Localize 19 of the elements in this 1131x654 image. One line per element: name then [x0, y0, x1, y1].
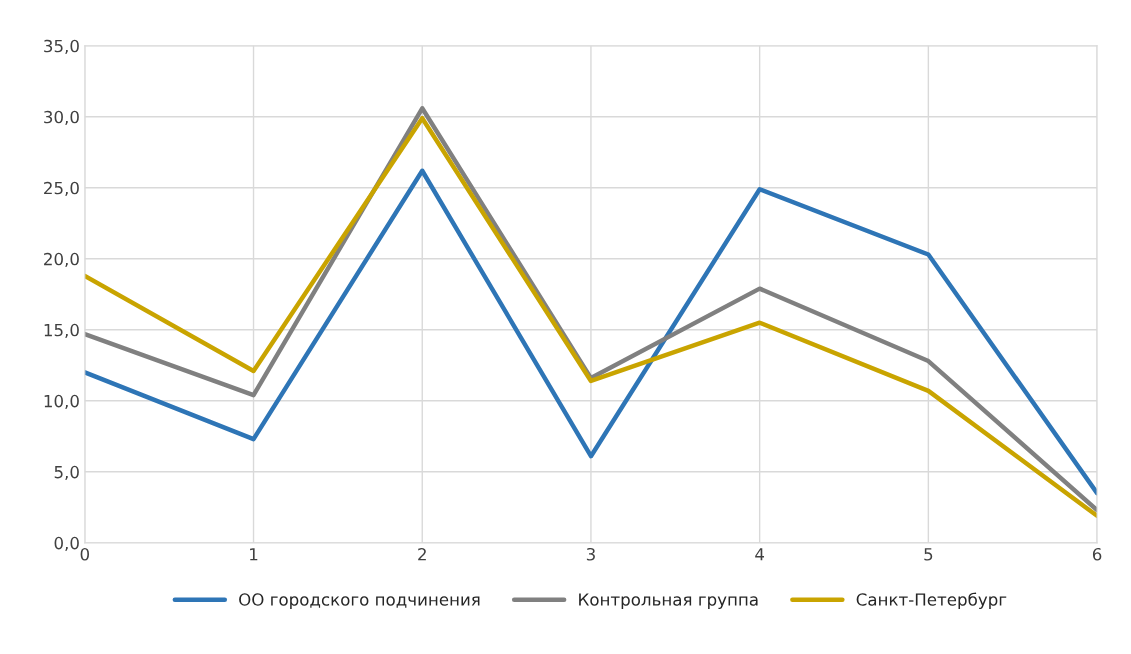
- x-tick-label: 5: [924, 548, 933, 561]
- x-tick-label: 2: [418, 547, 426, 561]
- legend-label: Контрольная группа: [579, 593, 758, 610]
- y-tick-label: 15,0: [44, 323, 79, 339]
- y-tick-label: 20,0: [44, 252, 79, 268]
- y-tick-label: 0,0: [54, 536, 79, 552]
- y-tick-label: 25,0: [44, 181, 79, 197]
- x-tick-label: 3: [586, 547, 595, 561]
- x-tick-label: 6: [1092, 547, 1102, 561]
- legend-label: ОО городского подчинения: [239, 593, 480, 610]
- y-tick-label: 35,0: [44, 39, 79, 55]
- y-tick-label: 30,0: [44, 110, 79, 126]
- x-tick-label: 0: [80, 547, 90, 561]
- y-tick-label: 10,0: [44, 394, 79, 410]
- legend-label: Санкт-Петербург: [856, 592, 1007, 610]
- line-series: [84, 168, 1098, 496]
- x-tick-label: 4: [755, 548, 765, 561]
- x-tick-label: 1: [250, 548, 258, 561]
- y-tick-label: 5,0: [54, 465, 79, 481]
